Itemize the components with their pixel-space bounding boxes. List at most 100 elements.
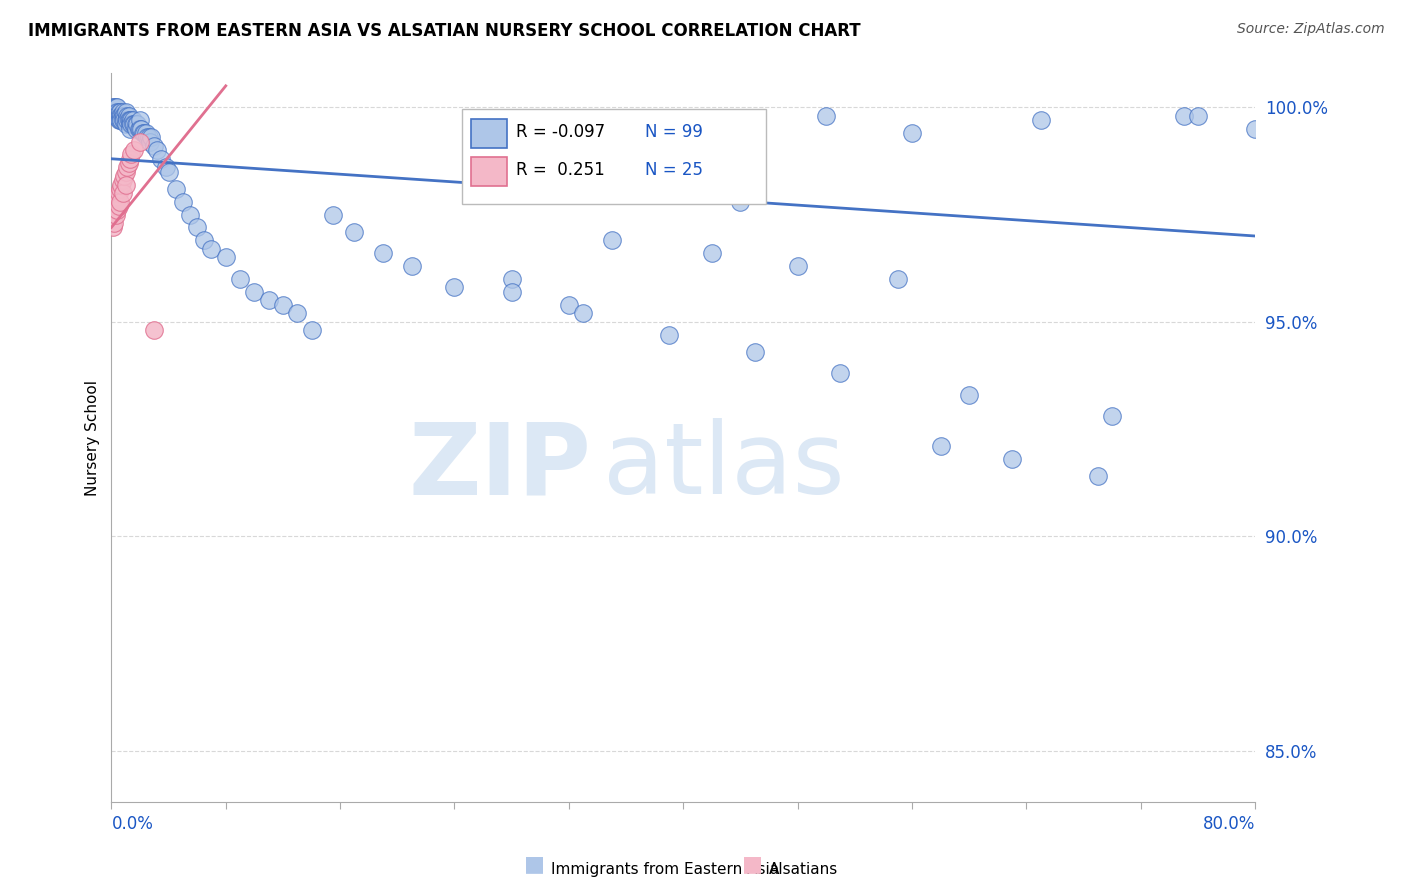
- Point: [143, 139, 166, 153]
- Point: [124, 143, 146, 157]
- Point: [131, 121, 153, 136]
- Point: [129, 121, 152, 136]
- Point: [104, 194, 127, 209]
- Point: [146, 143, 169, 157]
- Point: [108, 182, 131, 196]
- Point: [110, 178, 132, 192]
- Point: [929, 439, 952, 453]
- Point: [957, 388, 980, 402]
- Point: [107, 186, 129, 200]
- Point: [138, 130, 160, 145]
- Point: [107, 113, 129, 128]
- Y-axis label: Nursery School: Nursery School: [86, 380, 100, 496]
- Point: [104, 109, 127, 123]
- Point: [114, 164, 136, 178]
- Text: 80.0%: 80.0%: [1202, 815, 1256, 833]
- Point: [111, 186, 134, 200]
- Point: [114, 118, 136, 132]
- Point: [141, 130, 163, 145]
- Point: [117, 113, 139, 128]
- Point: [134, 126, 156, 140]
- Point: [114, 104, 136, 119]
- Point: [101, 100, 124, 114]
- Point: [117, 109, 139, 123]
- Point: [104, 100, 127, 114]
- Point: [105, 100, 128, 114]
- Point: [1087, 469, 1109, 483]
- Point: [179, 208, 201, 222]
- Point: [730, 194, 752, 209]
- Text: ■: ■: [742, 854, 762, 873]
- Bar: [471, 119, 508, 148]
- Text: ■: ■: [524, 854, 544, 873]
- Text: ZIP: ZIP: [409, 418, 592, 516]
- Point: [112, 109, 135, 123]
- Point: [107, 104, 129, 119]
- Point: [886, 272, 908, 286]
- Text: Source: ZipAtlas.com: Source: ZipAtlas.com: [1237, 22, 1385, 37]
- Point: [815, 109, 838, 123]
- Point: [108, 104, 131, 119]
- Point: [200, 242, 222, 256]
- Point: [103, 203, 125, 218]
- Point: [103, 109, 125, 123]
- Point: [371, 246, 394, 260]
- Point: [103, 216, 125, 230]
- Point: [257, 293, 280, 308]
- Point: [111, 173, 134, 187]
- Point: [271, 298, 294, 312]
- Point: [115, 113, 138, 128]
- Point: [124, 118, 146, 132]
- Point: [150, 152, 173, 166]
- Point: [165, 182, 187, 196]
- Point: [1244, 121, 1267, 136]
- Point: [121, 113, 143, 128]
- Point: [558, 298, 581, 312]
- Point: [110, 109, 132, 123]
- Point: [112, 169, 135, 183]
- Point: [786, 259, 808, 273]
- Text: atlas: atlas: [603, 418, 845, 516]
- Point: [401, 259, 423, 273]
- Point: [572, 306, 595, 320]
- Point: [107, 109, 129, 123]
- Point: [501, 272, 523, 286]
- Point: [129, 113, 152, 128]
- Point: [112, 113, 135, 128]
- Point: [110, 113, 132, 128]
- Text: R = -0.097: R = -0.097: [516, 123, 606, 141]
- Point: [108, 113, 131, 128]
- Point: [120, 147, 142, 161]
- Point: [105, 109, 128, 123]
- Point: [120, 118, 142, 132]
- Point: [600, 233, 623, 247]
- Point: [1187, 109, 1209, 123]
- Text: N = 25: N = 25: [645, 161, 703, 179]
- Point: [1029, 113, 1052, 128]
- Point: [700, 246, 723, 260]
- Point: [118, 118, 141, 132]
- Point: [101, 220, 124, 235]
- Point: [111, 109, 134, 123]
- Point: [143, 323, 166, 337]
- Point: [658, 327, 681, 342]
- Text: 0.0%: 0.0%: [111, 815, 153, 833]
- Point: [132, 126, 155, 140]
- Point: [103, 100, 125, 114]
- Point: [118, 113, 141, 128]
- Point: [120, 113, 142, 128]
- Point: [121, 118, 143, 132]
- Text: Alsatians: Alsatians: [769, 863, 838, 877]
- Point: [105, 190, 128, 204]
- Text: Immigrants from Eastern Asia: Immigrants from Eastern Asia: [551, 863, 779, 877]
- FancyBboxPatch shape: [463, 110, 765, 204]
- Point: [127, 118, 149, 132]
- Point: [285, 306, 308, 320]
- Point: [136, 130, 159, 145]
- Point: [114, 113, 136, 128]
- Point: [128, 121, 150, 136]
- Point: [114, 178, 136, 192]
- Point: [172, 194, 194, 209]
- Point: [186, 220, 208, 235]
- Point: [104, 104, 127, 119]
